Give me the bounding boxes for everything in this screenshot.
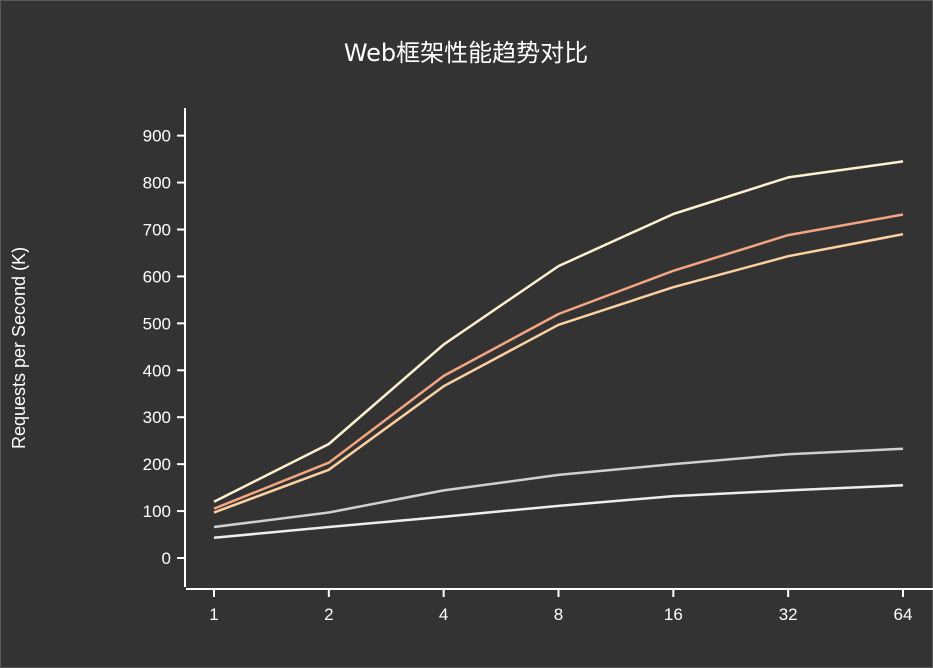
y-tick-label: 900 — [143, 127, 171, 146]
y-tick-label: 700 — [143, 220, 171, 239]
x-ticks: 1 2 4 8 16 32 64 — [209, 589, 912, 624]
y-tick-label: 0 — [162, 549, 171, 568]
y-ticks: 0 100 200 300 400 500 600 700 800 900 — [143, 127, 185, 568]
series-line-2 — [213, 213, 904, 510]
y-tick-label: 300 — [143, 408, 171, 427]
y-tick-label: 100 — [143, 502, 171, 521]
series-line-3 — [213, 232, 904, 514]
x-tick-label: 2 — [324, 605, 333, 624]
y-tick-label: 200 — [143, 455, 171, 474]
x-tick-label: 32 — [779, 605, 798, 624]
y-tick-label: 600 — [143, 267, 171, 286]
series-line-1 — [213, 160, 904, 503]
y-axis-label: Requests per Second (K) — [9, 247, 29, 449]
x-tick-label: 64 — [894, 605, 913, 624]
x-tick-label: 8 — [554, 605, 563, 624]
series-line-5 — [213, 484, 904, 540]
y-tick-label: 500 — [143, 314, 171, 333]
x-tick-label: 1 — [209, 605, 218, 624]
y-tick-label: 400 — [143, 361, 171, 380]
x-tick-label: 4 — [439, 605, 448, 624]
series-lines — [213, 160, 904, 540]
y-tick-label: 800 — [143, 174, 171, 193]
x-tick-label: 16 — [664, 605, 683, 624]
chart-title: Web框架性能趋势对比 — [344, 39, 588, 67]
series-line-4 — [213, 447, 904, 529]
